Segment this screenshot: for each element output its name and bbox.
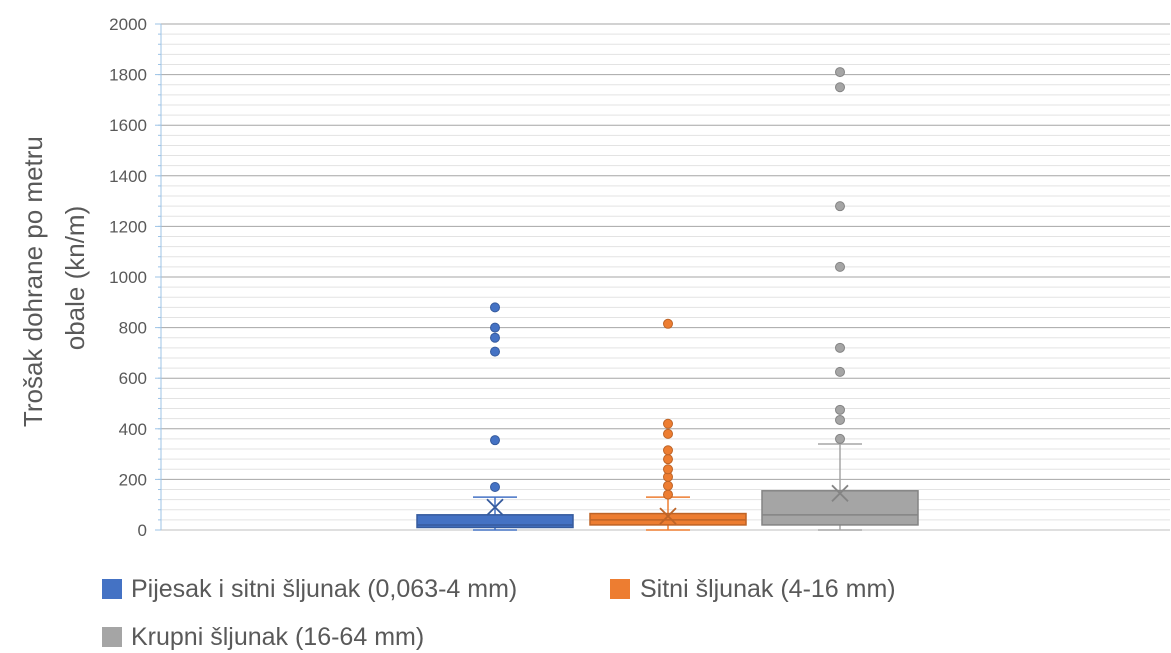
outlier-point: [663, 445, 673, 456]
grid-lines: [161, 23, 1170, 531]
outlier-point: [663, 464, 673, 475]
outlier-point: [835, 82, 845, 93]
y-tick-label: 1600: [109, 116, 147, 135]
outlier-point: [663, 454, 673, 465]
legend-label-sitni: Sitni šljunak (4-16 mm): [640, 575, 896, 603]
box-pijesak: [416, 302, 574, 531]
box-krupni: [761, 67, 919, 531]
iqr-box: [761, 490, 919, 526]
outlier-point: [490, 332, 500, 343]
y-tick-label: 800: [119, 319, 147, 338]
plot-area: [416, 67, 919, 531]
y-tick-label: 400: [119, 420, 147, 439]
outlier-point: [835, 67, 845, 78]
y-tick-label: 200: [119, 470, 147, 489]
legend-swatch-sitni: [610, 579, 630, 599]
outlier-point: [490, 481, 500, 492]
legend-item-pijesak[interactable]: Pijesak i sitni šljunak (0,063-4 mm): [102, 575, 517, 603]
outlier-point: [835, 414, 845, 425]
y-tick-label: 0: [138, 521, 147, 540]
outlier-point: [835, 342, 845, 353]
outlier-point: [835, 201, 845, 212]
legend-item-sitni[interactable]: Sitni šljunak (4-16 mm): [610, 575, 896, 603]
outlier-point: [663, 480, 673, 491]
outlier-point: [835, 433, 845, 444]
outlier-point: [835, 366, 845, 377]
outlier-point: [490, 302, 500, 313]
y-tick-label: 1200: [109, 217, 147, 236]
outlier-point: [490, 346, 500, 357]
legend-item-krupni[interactable]: Krupni šljunak (16-64 mm): [102, 623, 424, 651]
box-sitni: [589, 318, 747, 531]
y-tick-label: 1000: [109, 268, 147, 287]
legend-swatch-pijesak: [102, 579, 122, 599]
outlier-point: [663, 318, 673, 329]
outlier-point: [663, 489, 673, 500]
outlier-point: [835, 261, 845, 272]
legend: Pijesak i sitni šljunak (0,063-4 mm) Sit…: [102, 575, 896, 651]
mean-marker: [486, 498, 504, 516]
outlier-point: [490, 322, 500, 333]
outlier-point: [663, 428, 673, 439]
y-tick-label: 1800: [109, 66, 147, 85]
legend-label-krupni: Krupni šljunak (16-64 mm): [131, 623, 424, 651]
mean-marker: [659, 507, 677, 525]
y-tick-label: 600: [119, 369, 147, 388]
y-tick-label: 1400: [109, 167, 147, 186]
mean-marker: [831, 484, 849, 502]
outlier-point: [663, 418, 673, 429]
y-tick-label: 2000: [109, 15, 147, 34]
outlier-point: [835, 404, 845, 415]
outlier-point: [490, 435, 500, 446]
y-axis-title-line-1: Trošak dohrane po metru: [18, 136, 48, 427]
legend-label-pijesak: Pijesak i sitni šljunak (0,063-4 mm): [131, 575, 517, 603]
legend-swatch-krupni: [102, 627, 122, 647]
y-axis-title: Trošak dohrane po metru obale (kn/m): [18, 129, 90, 427]
y-axis-title-line-2: obale (kn/m): [60, 206, 90, 351]
